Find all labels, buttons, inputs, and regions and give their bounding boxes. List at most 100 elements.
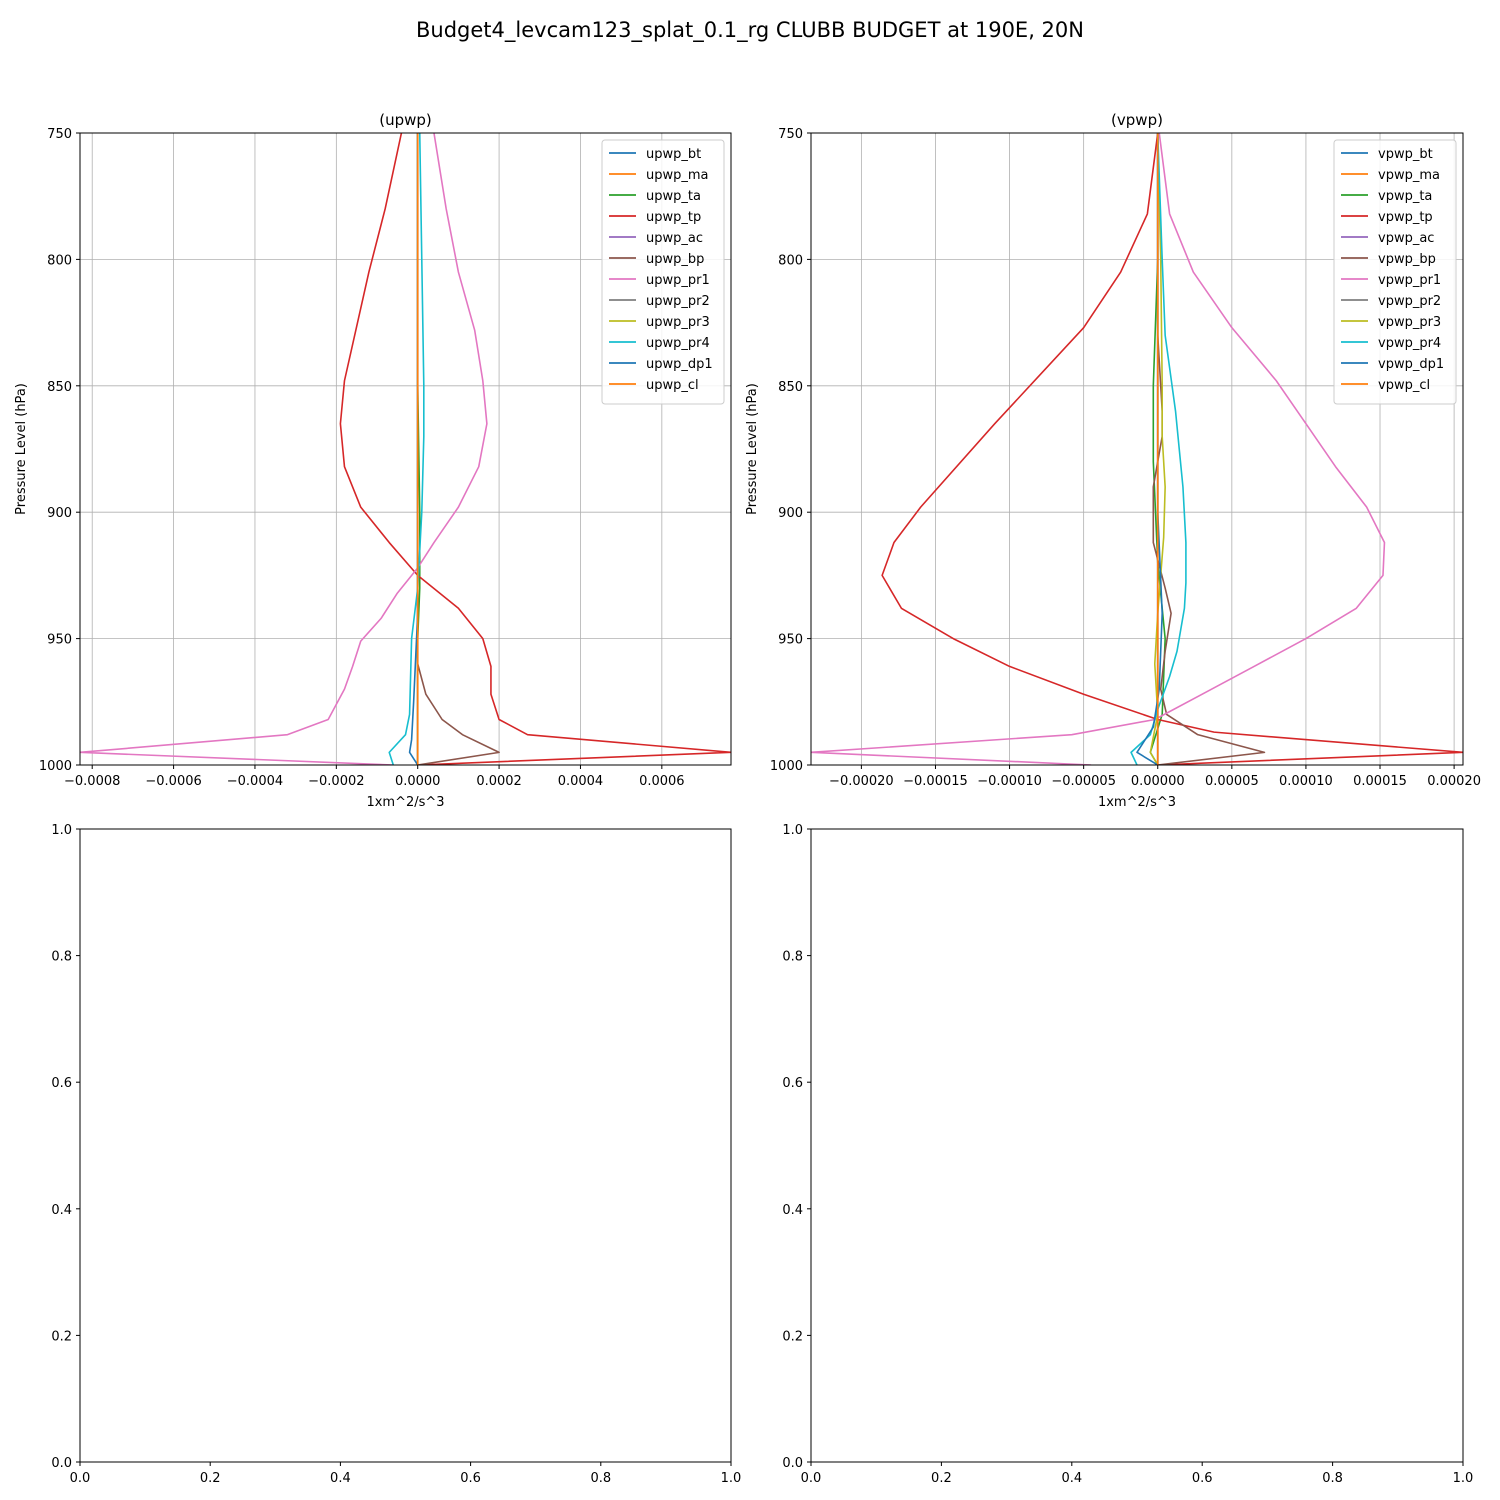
x-tick-label: 0.8 (590, 1471, 611, 1486)
x-tick-label: 0.00020 (1427, 774, 1481, 789)
y-axis-label: Pressure Level (hPa) (745, 383, 760, 515)
legend-entry-vpwp-pr4: vpwp_pr4 (1378, 336, 1441, 351)
x-tick-label: 0.0 (70, 1471, 91, 1486)
y-tick-label: 800 (47, 253, 72, 268)
y-tick-label: 850 (47, 380, 72, 395)
x-tick-label: 0.00000 (1131, 774, 1185, 789)
y-tick-label: 750 (778, 127, 803, 142)
y-tick-label: 0.4 (782, 1203, 803, 1218)
legend-entry-vpwp-pr1: vpwp_pr1 (1378, 273, 1441, 288)
series-line-vpwp-pr1 (811, 133, 1386, 765)
x-tick-label: 0.0 (801, 1471, 822, 1486)
y-tick-label: 0.6 (51, 1076, 72, 1091)
x-axis-label: 1xm^2/s^3 (1098, 795, 1176, 810)
legend-entry-vpwp-ma: vpwp_ma (1378, 168, 1440, 183)
y-tick-label: 0.0 (782, 1456, 803, 1471)
x-tick-label: 0.4 (1061, 1471, 1082, 1486)
chart-panel-3: 0.0 0.2 0.4 0.6 0.8 1.0 0.0 0.2 0.4 0.6 0.8 1.0 (51, 823, 741, 1486)
legend-entry-upwp-pr3: upwp_pr3 (646, 315, 710, 330)
x-tick-label: 0.2 (200, 1471, 221, 1486)
x-tick-label: 0.0006 (639, 774, 685, 789)
legend-frame (1333, 139, 1457, 405)
legend-entry-upwp-cl: upwp_cl (646, 378, 699, 393)
x-tick-label: −0.00010 (977, 774, 1042, 789)
legend-entry-vpwp-dp1: vpwp_dp1 (1378, 357, 1444, 372)
x-tick-label: 0.2 (931, 1471, 952, 1486)
y-tick-label: 1000 (39, 759, 72, 774)
legend-entry-upwp-ac: upwp_ac (646, 231, 703, 246)
y-tick-label: 900 (47, 506, 72, 521)
x-tick-label: 0.4 (330, 1471, 351, 1486)
y-tick-label: 750 (47, 127, 72, 142)
x-tick-label: 0.0002 (476, 774, 522, 789)
chart-panel-1: −0.0008 −0.0006 −0.0004 −0.0002 0.0000 0.0002… (14, 111, 732, 810)
legend-entry-vpwp-ta: vpwp_ta (1378, 189, 1432, 204)
legend-entry-upwp-pr2: upwp_pr2 (646, 294, 710, 309)
x-tick-label: 0.00010 (1279, 774, 1333, 789)
legend-entry-upwp-bt: upwp_bt (646, 147, 701, 162)
x-tick-label: 0.00005 (1205, 774, 1259, 789)
y-tick-label: 800 (778, 253, 803, 268)
axes-frame (810, 132, 1464, 766)
y-tick-label: 0.0 (51, 1456, 72, 1471)
y-tick-label: 0.2 (51, 1329, 72, 1344)
panels: −0.0008 −0.0006 −0.0004 −0.0002 0.0000 0.0002… (14, 111, 1481, 1486)
x-axis-label: 1xm^2/s^3 (366, 795, 444, 810)
series-group (80, 133, 731, 765)
chart-panel-2: −0.00020 −0.00015 −0.00010 −0.00005 0.00000 0… (745, 111, 1481, 810)
legend-entry-vpwp-tp: vpwp_tp (1378, 210, 1433, 225)
axes-frame (79, 132, 732, 766)
legend-entry-upwp-pr4: upwp_pr4 (646, 336, 710, 351)
legend-entry-vpwp-cl: vpwp_cl (1378, 378, 1430, 393)
x-tick-label: 1.0 (721, 1471, 742, 1486)
x-tick-label: −0.0006 (145, 774, 201, 789)
panel-title: (upwp) (379, 111, 432, 129)
legend-entry-upwp-dp1: upwp_dp1 (646, 357, 713, 372)
x-tick-label: 0.8 (1322, 1471, 1343, 1486)
y-tick-label: 0.4 (51, 1203, 72, 1218)
legend-entry-vpwp-bt: vpwp_bt (1378, 147, 1433, 162)
panel-title: (vpwp) (1111, 111, 1163, 129)
x-tick-label: 1.0 (1453, 1471, 1474, 1486)
x-tick-label: 0.0004 (558, 774, 604, 789)
y-tick-label: 950 (778, 633, 803, 648)
series-line-vpwp-pr3 (1149, 133, 1166, 765)
series-group (811, 133, 1463, 765)
legend-entry-upwp-bp: upwp_bp (646, 252, 704, 267)
x-tick-label: −0.0002 (308, 774, 364, 789)
legend-entry-upwp-ta: upwp_ta (646, 189, 701, 204)
x-tick-label: 0.6 (1192, 1471, 1213, 1486)
x-tick-label: −0.00020 (829, 774, 894, 789)
axes-frame (810, 828, 1464, 1463)
x-tick-label: −0.00015 (903, 774, 968, 789)
x-tick-label: −0.0008 (64, 774, 120, 789)
y-axis-label: Pressure Level (hPa) (14, 383, 29, 515)
y-tick-label: 0.2 (782, 1329, 803, 1344)
y-tick-label: 0.6 (782, 1076, 803, 1091)
figure-title: Budget4_levcam123_splat_0.1_rg CLUBB BUD… (416, 18, 1084, 43)
axes-frame (79, 828, 732, 1463)
legend-entry-vpwp-pr3: vpwp_pr3 (1378, 315, 1441, 330)
y-tick-label: 0.8 (782, 950, 803, 965)
y-tick-label: 1000 (770, 759, 803, 774)
legend-entry-vpwp-pr2: vpwp_pr2 (1378, 294, 1441, 309)
chart-panel-4: 0.0 0.2 0.4 0.6 0.8 1.0 0.0 0.2 0.4 0.6 0.8 1.0 (782, 823, 1473, 1486)
y-tick-label: 950 (47, 633, 72, 648)
x-tick-label: 0.00015 (1353, 774, 1407, 789)
series-line-vpwp-bp (1152, 133, 1266, 765)
y-tick-label: 900 (778, 506, 803, 521)
y-tick-label: 0.8 (51, 950, 72, 965)
y-tick-label: 1.0 (51, 823, 72, 838)
legend-entry-upwp-tp: upwp_tp (646, 210, 701, 225)
y-tick-label: 850 (778, 380, 803, 395)
legend-frame (601, 139, 725, 405)
legend: vpwp_bt vpwp_ma vpwp_ta vpwp_tp vpwp_ac vpwp_… (1333, 139, 1457, 405)
series-line-vpwp-tp (881, 133, 1463, 765)
legend-entry-vpwp-ac: vpwp_ac (1378, 231, 1434, 246)
x-tick-label: −0.00005 (1051, 774, 1116, 789)
legend-entry-upwp-ma: upwp_ma (646, 168, 709, 183)
x-tick-label: −0.0004 (227, 774, 283, 789)
x-tick-label: 0.6 (460, 1471, 481, 1486)
